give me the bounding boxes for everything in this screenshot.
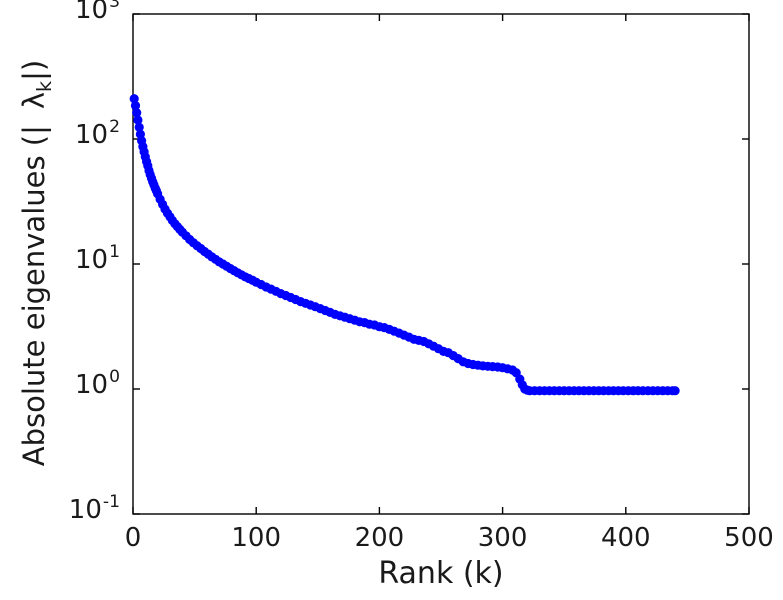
y-axis-label-suffix: |) — [17, 59, 51, 81]
data-point — [132, 108, 142, 118]
y-tick-label: 100 — [2, 368, 120, 400]
y-tick-label: 101 — [2, 243, 120, 275]
x-axis-label: Rank (k) — [378, 556, 504, 591]
y-tick-label: 103 — [2, 0, 120, 25]
y-tick-label: 102 — [2, 118, 120, 150]
y-tick-exponent: 0 — [109, 367, 120, 388]
axis-ticks — [132, 13, 750, 515]
y-axis-label-prefix: Absolute eigenvalues (| — [17, 125, 51, 467]
y-tick-base: 10 — [74, 245, 109, 275]
y-tick-exponent: 3 — [109, 0, 120, 13]
x-tick-label: 400 — [600, 523, 651, 553]
y-tick-base: 10 — [74, 0, 109, 25]
y-tick-exponent: 2 — [109, 117, 120, 138]
x-tick-label: 0 — [124, 523, 142, 553]
data-point — [134, 122, 144, 132]
y-tick-label: 10-1 — [2, 493, 120, 525]
y-tick-exponent: 1 — [109, 242, 120, 263]
y-tick-base: 10 — [74, 120, 109, 150]
data-point — [670, 386, 680, 396]
x-tick-label: 300 — [477, 523, 528, 553]
lambda-symbol: λ — [17, 91, 51, 110]
y-tick-exponent: -1 — [102, 492, 120, 513]
data-series — [129, 94, 680, 396]
lambda-subscript: k — [32, 80, 56, 92]
x-tick-label: 500 — [724, 523, 774, 553]
x-tick-label: 200 — [354, 523, 405, 553]
data-point — [129, 94, 139, 104]
y-tick-base: 10 — [74, 370, 109, 400]
data-point — [130, 101, 141, 111]
x-tick-label: 100 — [231, 523, 281, 553]
y-tick-base: 10 — [68, 495, 102, 525]
data-point — [133, 115, 143, 125]
